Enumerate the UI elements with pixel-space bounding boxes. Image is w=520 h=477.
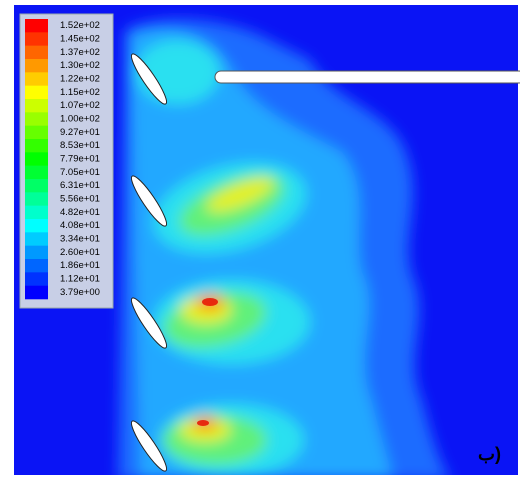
legend-label: 4.08e+01 xyxy=(60,220,100,231)
legend-label: 1.45e+02 xyxy=(60,34,100,45)
figure-label: (ب xyxy=(478,444,514,465)
legend-label: 3.34e+01 xyxy=(60,234,100,245)
legend-label: 7.05e+01 xyxy=(60,167,100,178)
legend-swatch xyxy=(25,46,48,60)
legend-swatch xyxy=(25,259,48,273)
legend-swatch xyxy=(25,246,48,260)
legend-swatch xyxy=(25,59,48,73)
legend-swatch xyxy=(25,219,48,233)
legend-label: 1.37e+02 xyxy=(60,47,100,58)
legend-swatch xyxy=(25,232,48,246)
legend-swatch xyxy=(25,72,48,86)
legend-swatch xyxy=(25,19,48,33)
legend-label: 9.27e+01 xyxy=(60,127,100,138)
legend-swatch xyxy=(25,112,48,126)
legend-swatch xyxy=(25,139,48,153)
legend-label: 5.56e+01 xyxy=(60,194,100,205)
legend-label: 1.22e+02 xyxy=(60,74,100,85)
legend-swatch xyxy=(25,86,48,100)
plate xyxy=(215,71,520,83)
legend-label: 1.00e+02 xyxy=(60,114,100,125)
legend-swatch xyxy=(25,126,48,140)
legend-label: 6.31e+01 xyxy=(60,180,100,191)
legend-label: 1.15e+02 xyxy=(60,87,100,98)
legend-swatch xyxy=(25,152,48,166)
contour-plot: 1.52e+02 1.45e+02 1.37e+02 1.30e+02 1.22e+02… xyxy=(0,0,520,477)
legend-label: 2.60e+01 xyxy=(60,247,100,258)
legend-label: 3.79e+00 xyxy=(60,287,100,298)
legend-label: 1.86e+01 xyxy=(60,260,100,271)
legend-label: 1.07e+02 xyxy=(60,100,100,111)
legend-swatch xyxy=(25,206,48,220)
page: 1.52e+02 1.45e+02 1.37e+02 1.30e+02 1.22e+02… xyxy=(0,0,520,477)
legend-swatch xyxy=(25,272,48,286)
legend-label: 1.52e+02 xyxy=(60,20,100,31)
legend-label: 8.53e+01 xyxy=(60,140,100,151)
legend-swatch xyxy=(25,192,48,206)
legend-label: 1.12e+01 xyxy=(60,274,100,285)
legend-swatch xyxy=(25,166,48,180)
legend-swatch xyxy=(25,32,48,46)
legend-swatch xyxy=(25,99,48,113)
legend-label: 7.79e+01 xyxy=(60,154,100,165)
legend-swatch xyxy=(25,179,48,193)
legend-label: 4.82e+01 xyxy=(60,207,100,218)
legend-label: 1.30e+02 xyxy=(60,60,100,71)
legend-swatch xyxy=(25,286,48,300)
legend: 1.52e+02 1.45e+02 1.37e+02 1.30e+02 1.22e+02… xyxy=(25,19,100,299)
